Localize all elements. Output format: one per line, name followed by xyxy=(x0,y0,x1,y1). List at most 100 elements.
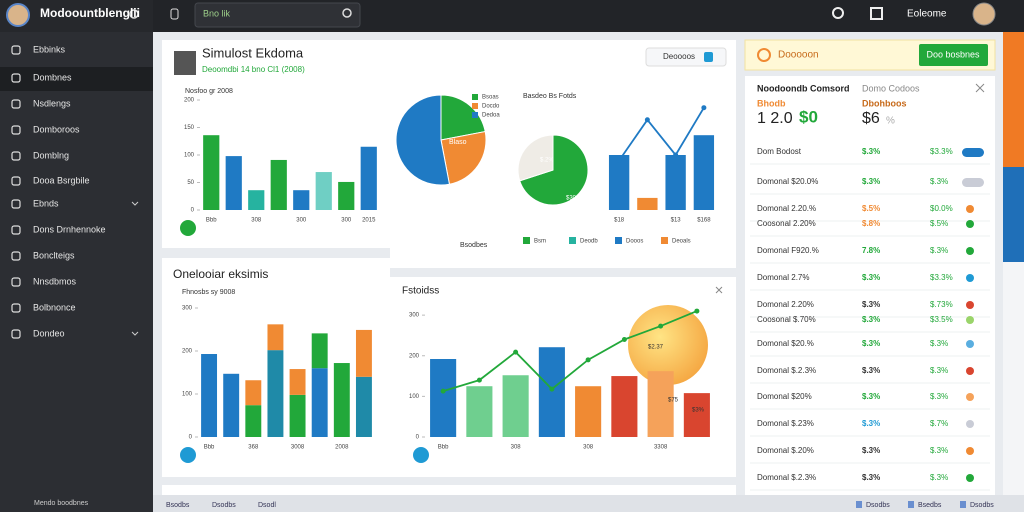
button[interactable] xyxy=(919,44,988,66)
status-dot xyxy=(966,393,974,401)
menu-item[interactable]: Domboroos xyxy=(33,124,80,134)
menu-item[interactable]: Nnsdbmos xyxy=(33,276,77,286)
y-tick-label: 0 xyxy=(189,435,193,441)
menu-icon[interactable] xyxy=(11,199,21,209)
status-item[interactable]: Bsedbs xyxy=(918,502,942,509)
x-tick-label: 368 xyxy=(248,445,259,451)
stat-label: Bhodb xyxy=(757,98,786,108)
search-text[interactable]: Bno lik xyxy=(203,8,231,18)
badge xyxy=(180,220,196,236)
menu-item[interactable]: Bolbnonce xyxy=(33,302,76,312)
status-item[interactable]: Dsodbs xyxy=(970,502,994,509)
legend-swatch xyxy=(472,94,478,100)
bar xyxy=(315,172,332,210)
row-value: $.3% xyxy=(862,446,880,455)
menu-item[interactable]: Ebnds xyxy=(33,198,59,208)
status-dot xyxy=(966,205,974,213)
dropdown-text[interactable]: Deoooos xyxy=(663,52,695,61)
status-bar xyxy=(0,495,1024,512)
close-icon[interactable] xyxy=(975,83,985,93)
status-item[interactable]: Dsodbs xyxy=(866,502,890,509)
stat-value: % xyxy=(886,116,895,127)
menu-icon[interactable] xyxy=(11,125,21,135)
menu-item[interactable]: Ebbinks xyxy=(33,44,66,54)
x-tick-label: 3008 xyxy=(291,445,305,451)
row-value: $.5% xyxy=(930,219,948,228)
y-tick-label: 0 xyxy=(416,435,420,441)
row-value: $.7% xyxy=(930,419,948,428)
bar xyxy=(355,329,372,377)
panel xyxy=(745,76,995,495)
pie-slice xyxy=(517,134,554,182)
search-icon[interactable] xyxy=(832,7,844,19)
row-name: Dom Bodost xyxy=(757,147,802,156)
bar xyxy=(502,375,529,437)
menu-icon[interactable] xyxy=(870,7,883,20)
card xyxy=(162,485,736,495)
menu-item[interactable]: Nsdlengs xyxy=(33,98,71,108)
menu-icon[interactable] xyxy=(11,176,21,186)
menu-icon[interactable] xyxy=(11,277,21,287)
avatar[interactable] xyxy=(972,2,996,26)
status-icon xyxy=(960,501,966,508)
avatar[interactable] xyxy=(6,3,30,27)
row-value: $.3% xyxy=(862,177,880,186)
status-item[interactable]: Bsodbs xyxy=(166,502,190,509)
annotation: $30 xyxy=(566,196,577,202)
menu-icon[interactable] xyxy=(11,329,21,339)
menu-icon[interactable] xyxy=(11,151,21,161)
card-title: Simulost Ekdoma xyxy=(202,45,304,60)
bar xyxy=(665,155,686,210)
menu-item[interactable]: Domblng xyxy=(33,150,69,160)
annotation: $75 xyxy=(668,398,679,404)
x-tick-label: 308 xyxy=(251,218,262,224)
dropdown-toggle[interactable] xyxy=(704,52,713,62)
status-dot xyxy=(966,301,974,309)
row-value: $.3% xyxy=(862,147,880,156)
menu-icon[interactable] xyxy=(11,73,21,83)
status-item[interactable]: Dsodl xyxy=(258,502,276,509)
side-strip xyxy=(1003,32,1024,167)
toggle[interactable] xyxy=(962,148,984,157)
status-item[interactable]: Dsodbs xyxy=(212,502,236,509)
menu-icon[interactable] xyxy=(11,303,21,313)
menu-icon[interactable] xyxy=(11,251,21,261)
close-icon[interactable] xyxy=(715,286,723,294)
banner-icon xyxy=(757,48,771,62)
y-tick-label: 100 xyxy=(409,394,420,400)
menu-item[interactable]: Dons Drnhennoke xyxy=(33,224,106,234)
menu-icon[interactable] xyxy=(11,225,21,235)
bar xyxy=(203,135,220,210)
row-name: Domonal $.2.3% xyxy=(757,473,816,482)
line-point xyxy=(440,388,446,394)
menu-item[interactable]: Dondeo xyxy=(33,328,65,338)
line-point xyxy=(673,152,679,158)
legend-label: Deodb xyxy=(580,239,598,245)
row-name: Domonal $20% xyxy=(757,392,812,401)
panel-header: Noodoondb Comsord xyxy=(757,83,849,93)
y-tick-label: 300 xyxy=(182,306,193,312)
x-tick-label: 300 xyxy=(341,218,352,224)
y-tick-label: 150 xyxy=(184,125,195,131)
pie-slice xyxy=(440,94,486,141)
active-item xyxy=(0,67,153,91)
menu-item[interactable]: Bonclteigs xyxy=(33,250,75,260)
search-icon[interactable] xyxy=(129,9,139,19)
menu-item[interactable]: Dooa Bsrgbile xyxy=(33,175,90,185)
y-tick-label: 0 xyxy=(191,208,195,214)
button-label[interactable]: Doo bosbnes xyxy=(926,49,980,59)
row-value: $.3% xyxy=(930,177,948,186)
icon[interactable] xyxy=(170,8,179,20)
bar xyxy=(430,359,457,437)
badge xyxy=(413,447,429,463)
toggle[interactable] xyxy=(962,178,984,187)
search-icon[interactable] xyxy=(342,8,352,18)
search-box[interactable] xyxy=(194,2,361,28)
status-dot xyxy=(966,340,974,348)
bar xyxy=(289,369,306,395)
y-tick-label: 50 xyxy=(187,180,194,186)
menu-icon[interactable] xyxy=(11,45,21,55)
line xyxy=(442,310,698,392)
menu-icon[interactable] xyxy=(11,99,21,109)
menu-item[interactable]: Dombnes xyxy=(33,72,72,82)
